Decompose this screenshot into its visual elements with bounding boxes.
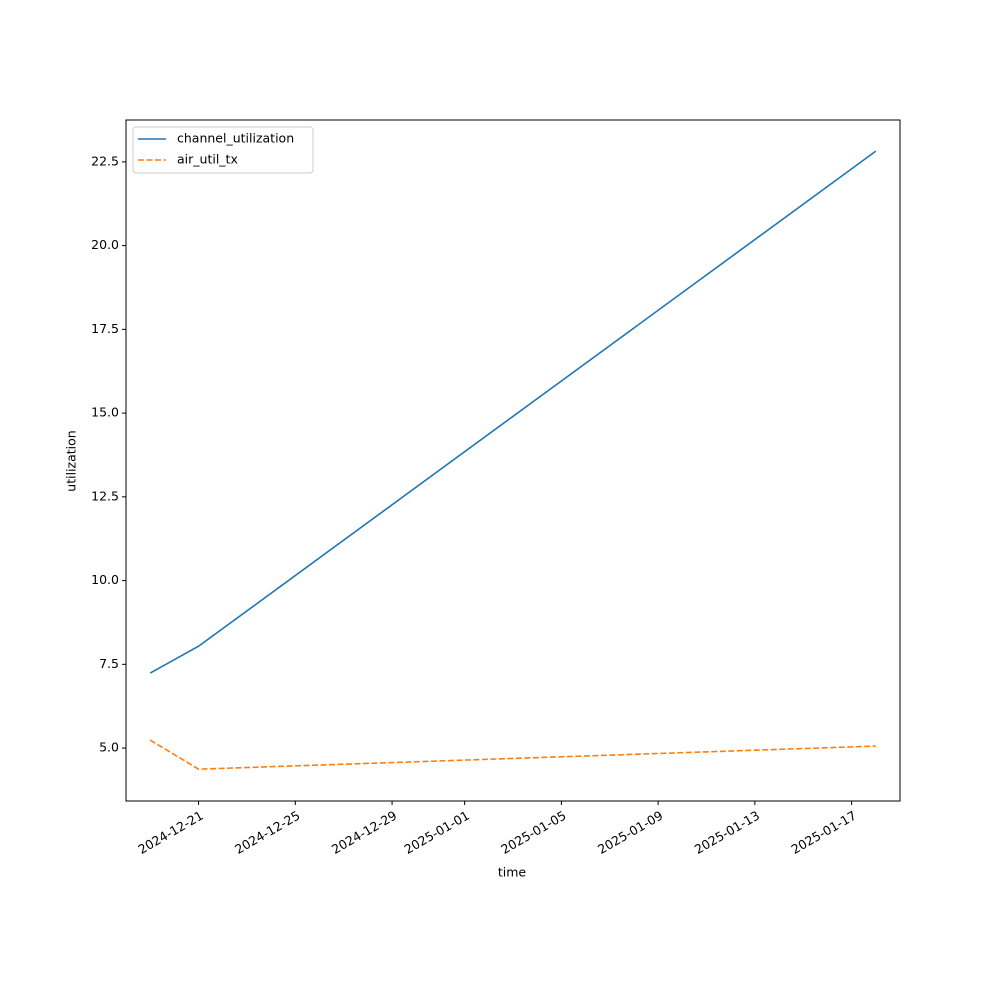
series-line xyxy=(149,150,877,674)
legend-box xyxy=(132,126,314,174)
y-tick-label: 15.0 xyxy=(91,405,119,420)
x-tick-label: 2025-01-01 xyxy=(401,808,471,857)
x-tick-label: 2025-01-09 xyxy=(595,808,665,857)
series-line xyxy=(149,739,876,770)
y-tick-label: 22.5 xyxy=(91,153,119,168)
y-tick-label: 10.0 xyxy=(91,572,119,587)
x-tick-label: 2024-12-21 xyxy=(135,808,205,857)
x-tick-label: 2025-01-17 xyxy=(788,808,858,857)
legend-label: air_util_tx xyxy=(177,152,238,167)
x-axis-label: time xyxy=(498,865,527,880)
y-tick-label: 20.0 xyxy=(91,237,119,252)
x-tick-label: 2025-01-13 xyxy=(692,808,762,857)
x-tick-label: 2024-12-29 xyxy=(329,808,399,857)
y-tick-label: 17.5 xyxy=(91,321,119,336)
y-tick-label: 5.0 xyxy=(99,740,119,755)
y-tick-label: 12.5 xyxy=(91,488,119,503)
y-axis-label: utilization xyxy=(64,430,79,491)
plot-frame xyxy=(125,119,901,802)
y-tick-label: 7.5 xyxy=(99,656,119,671)
legend-label: channel_utilization xyxy=(177,131,294,146)
x-tick-label: 2024-12-25 xyxy=(232,808,302,857)
x-tick-label: 2025-01-05 xyxy=(498,808,568,857)
